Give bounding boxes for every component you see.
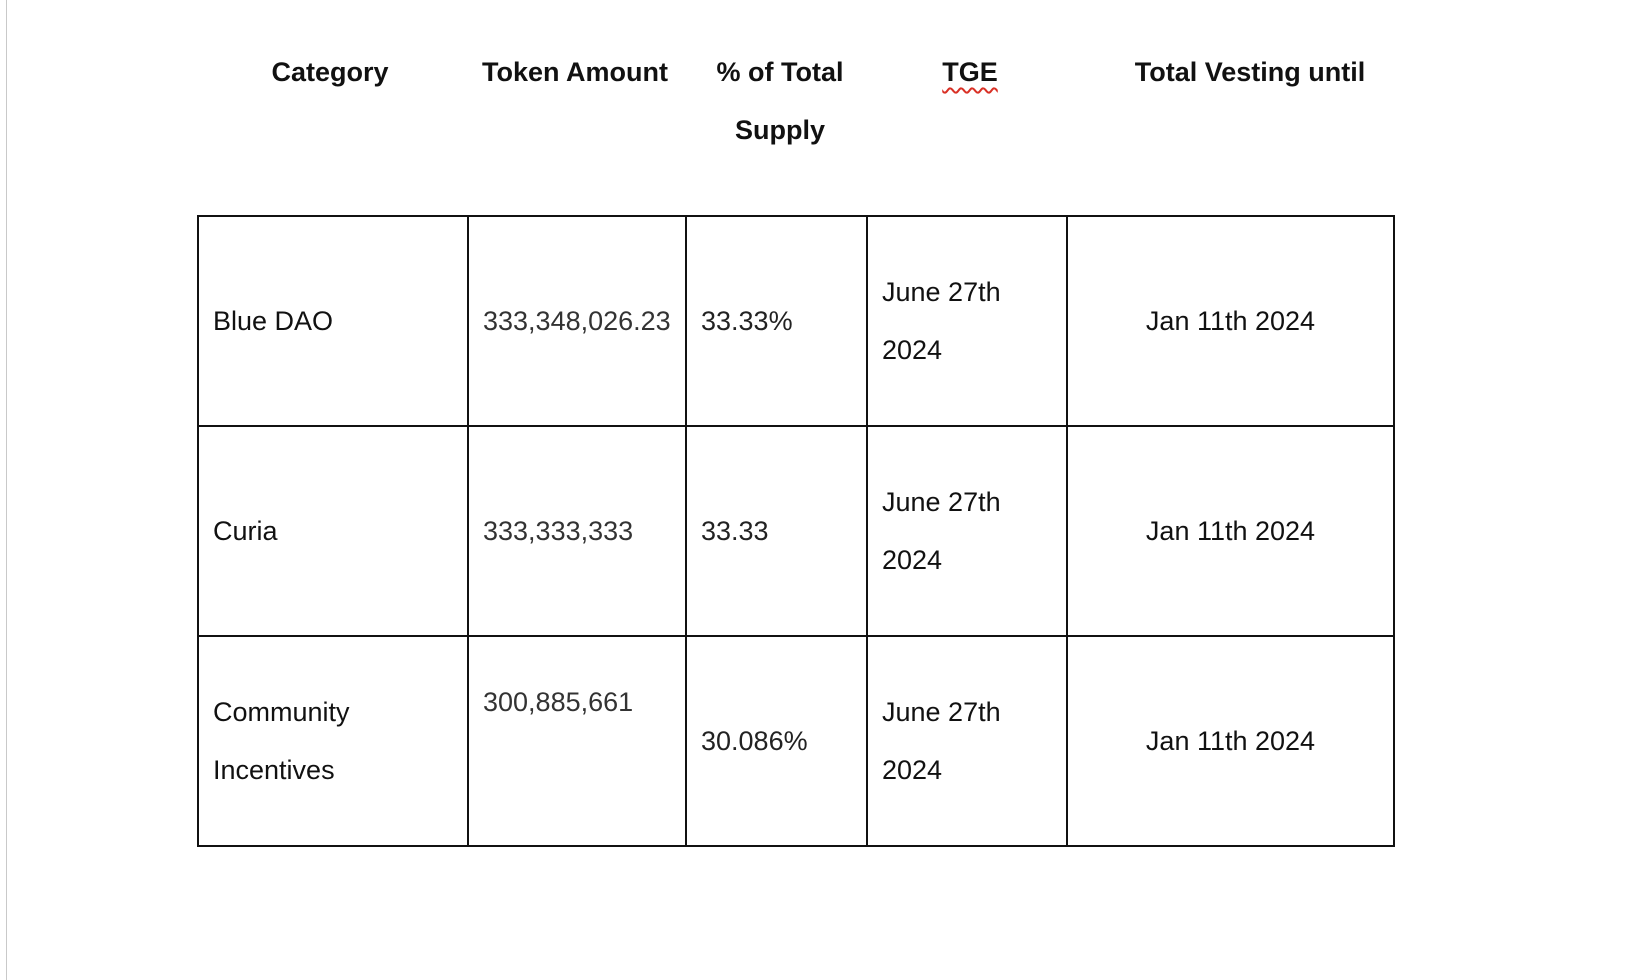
cell-tge-line1: June 27th (882, 487, 1001, 517)
header-percent-line1: % of Total (716, 57, 844, 87)
header-tge: TGE (920, 43, 1020, 101)
cell-category-line1: Community (213, 697, 350, 727)
cell-tge-line2: 2024 (882, 545, 943, 575)
cell-tge-line2: 2024 (882, 335, 943, 365)
table-row: Community Incentives 300,885,661 30.086%… (197, 635, 1395, 847)
cell-category[interactable]: Community Incentives (197, 635, 469, 847)
cell-category-line2: Incentives (213, 755, 335, 785)
header-percent-total: % of Total Supply (700, 43, 860, 159)
allocation-table: Blue DAO 333,348,026.23 33.33% June 27th… (197, 215, 1395, 847)
cell-tge-line2: 2024 (882, 755, 943, 785)
cell-category[interactable]: Blue DAO (197, 215, 469, 427)
cell-tge[interactable]: June 27th 2024 (866, 215, 1068, 427)
header-percent-line2: Supply (734, 115, 825, 145)
cell-percent[interactable]: 30.086% (685, 635, 868, 847)
cell-percent[interactable]: 33.33% (685, 215, 868, 427)
cell-vesting[interactable]: Jan 11th 2024 (1066, 425, 1395, 637)
cell-vesting[interactable]: Jan 11th 2024 (1066, 215, 1395, 427)
cell-tge-line1: June 27th (882, 277, 1001, 307)
cell-tge[interactable]: June 27th 2024 (866, 635, 1068, 847)
cell-token-amount[interactable]: 333,348,026.23 (467, 215, 687, 427)
cell-percent[interactable]: 33.33 (685, 425, 868, 637)
header-tge-label: TGE (942, 57, 998, 87)
cell-vesting[interactable]: Jan 11th 2024 (1066, 635, 1395, 847)
header-vesting: Total Vesting until (1134, 57, 1366, 87)
table-row: Blue DAO 333,348,026.23 33.33% June 27th… (197, 215, 1395, 427)
table-header-row: Category Token Amount % of Total Supply … (0, 0, 1642, 200)
cell-token-amount[interactable]: 300,885,661 (467, 635, 687, 847)
table-row: Curia 333,333,333 33.33 June 27th 2024 J… (197, 425, 1395, 637)
cell-token-amount[interactable]: 333,333,333 (467, 425, 687, 637)
header-category: Category (271, 57, 389, 87)
cell-category[interactable]: Curia (197, 425, 469, 637)
header-token-amount: Token Amount (482, 57, 668, 87)
cell-tge[interactable]: June 27th 2024 (866, 425, 1068, 637)
cell-tge-line1: June 27th (882, 697, 1001, 727)
page-left-edge (6, 0, 7, 980)
